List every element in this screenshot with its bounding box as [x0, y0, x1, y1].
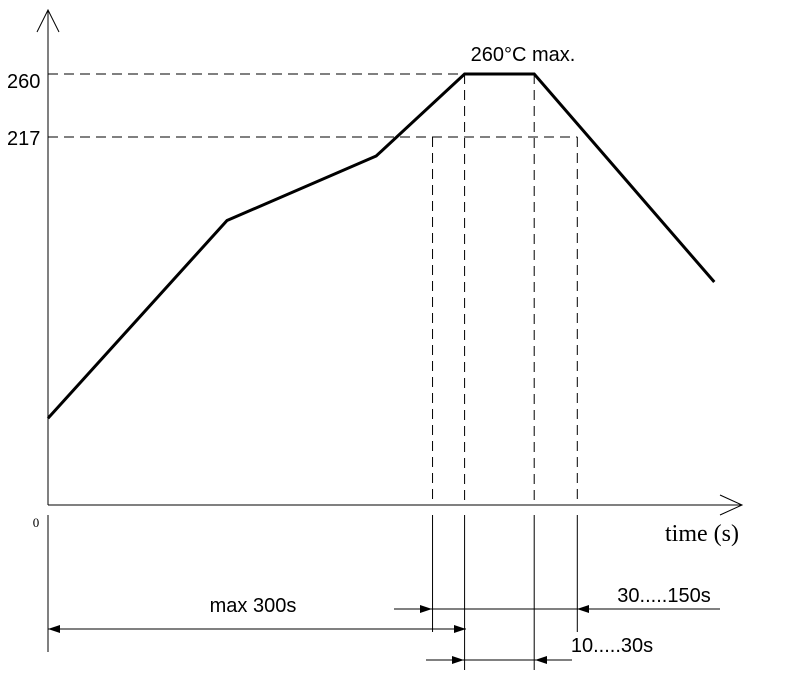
series-line-temperature-profile	[46, 72, 716, 420]
above-217-annotation: 30.....150s	[617, 585, 710, 607]
dimension-above-217: 30.....150s	[394, 585, 720, 613]
x-axis	[48, 494, 744, 516]
peak-hold-annotation: 10.....30s	[571, 635, 653, 657]
y-tick-label-217: 217	[7, 128, 40, 150]
x-axis-label: time (s)	[665, 521, 739, 547]
y-tick-label-260: 260	[7, 71, 40, 93]
peak-annotation: 260°C max.	[471, 44, 576, 66]
preheat-annotation: max 300s	[210, 595, 297, 617]
dimension-peak-hold: 10.....30s	[426, 635, 653, 664]
y-axis	[36, 8, 60, 505]
x-origin-label: 0	[33, 515, 40, 530]
dimension-preheat: max 300s	[48, 595, 466, 633]
